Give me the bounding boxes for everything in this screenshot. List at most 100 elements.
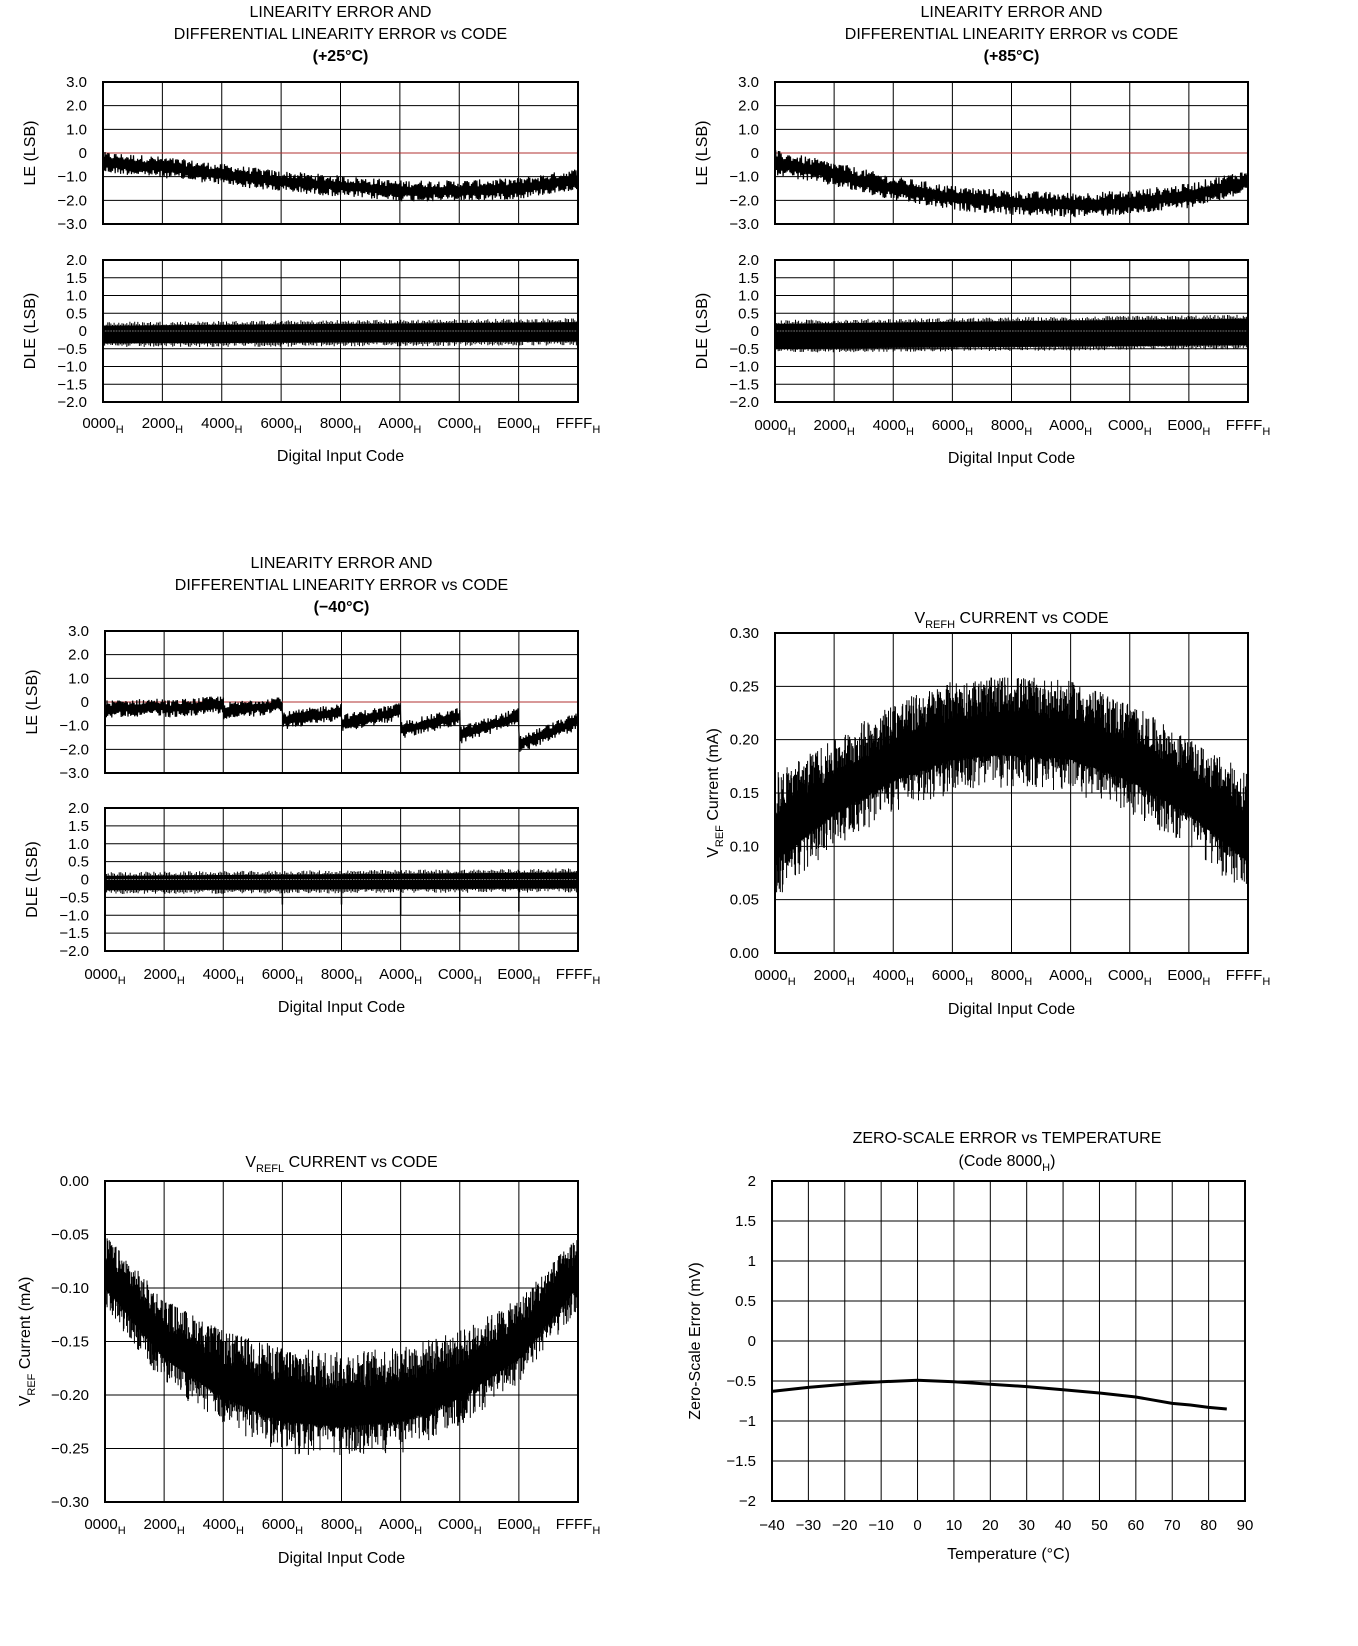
x-axis-label: Digital Input Code [948, 1001, 1075, 1018]
le-dle-xtick-label: 0000H [754, 417, 795, 438]
zse-xtick-label: 40 [1055, 1517, 1072, 1534]
vref-xtick-label: 6000H [262, 1516, 303, 1537]
vref-xtick-label: A000H [379, 1516, 422, 1537]
le-series-trace [774, 150, 1249, 218]
zse-xtick-label: 10 [946, 1517, 963, 1534]
zse-ytick-label: 1 [748, 1253, 756, 1270]
le-ylabel: LE (LSB) [694, 121, 711, 186]
le-ytick-label: 3.0 [738, 74, 759, 91]
zse-ytick-label: 2 [748, 1173, 756, 1190]
dle-series-jitter [774, 314, 1249, 353]
vref-xtick-label: 0000H [754, 967, 795, 988]
le-ylabel: LE (LSB) [22, 121, 39, 186]
dle-ytick-label: 1.0 [66, 288, 87, 305]
zse-xtick-label: 0 [913, 1517, 921, 1534]
dle-ytick-label: −0.5 [57, 341, 87, 358]
le-ytick-label: −3.0 [729, 216, 759, 233]
x-axis-label: Digital Input Code [278, 999, 405, 1016]
zse-ytick-label: −2 [739, 1493, 756, 1510]
le-ytick-label: 0 [751, 145, 759, 162]
vref-xtick-label: A000H [1049, 967, 1092, 988]
vref-xtick-label: FFFFH [556, 1516, 601, 1537]
le-dle-xtick-label: C000H [438, 966, 482, 987]
dle-ytick-label: 1.0 [68, 836, 89, 853]
zse-xtick-label: −10 [868, 1517, 893, 1534]
vref-ytick-label: 0.15 [730, 785, 759, 802]
le-dle-xtick-label: 6000H [262, 966, 303, 987]
le-ytick-label: −1.0 [59, 718, 89, 735]
chart-zero_scale_error: ZERO-SCALE ERROR vs TEMPERATURE (Code 800… [687, 1130, 1253, 1563]
vref-xtick-label: 0000H [84, 1516, 125, 1537]
le-panel-frame [104, 630, 579, 774]
chart-le_dle_85: LINEARITY ERROR AND DIFFERENTIAL LINEARIT… [694, 4, 1270, 467]
dle-ytick-label: 1.0 [738, 288, 759, 305]
dle-ylabel: DLE (LSB) [24, 841, 41, 917]
vref-ytick-label: 0.20 [730, 732, 759, 749]
le-ytick-label: −2.0 [59, 741, 89, 758]
vref-ytick-label: 0.10 [730, 838, 759, 855]
zse-xtick-label: −30 [796, 1517, 821, 1534]
chart-title-condition: (+25°C) [313, 48, 369, 65]
dle-ytick-label: 0.5 [738, 305, 759, 322]
chart-title: ZERO-SCALE ERROR vs TEMPERATURE [853, 1130, 1162, 1147]
dle-panel-frame [104, 807, 579, 952]
le-ytick-label: −1.0 [57, 169, 87, 186]
vref-xtick-label: E000H [1167, 967, 1210, 988]
zse-ytick-label: −0.5 [726, 1373, 756, 1390]
vref-xtick-label: C000H [438, 1516, 482, 1537]
x-axis-label: Digital Input Code [948, 450, 1075, 467]
chart-vrefl_current: VREFL CURRENT vs CODE 0.00 −0.05 −0.10 −0.15… [17, 1154, 600, 1567]
dle-ytick-label: −0.5 [59, 889, 89, 906]
charts-root: LINEARITY ERROR AND DIFFERENTIAL LINEARIT… [17, 4, 1270, 1567]
le-dle-xtick-label: 4000H [873, 417, 914, 438]
x-axis-label: Temperature (°C) [947, 1546, 1070, 1563]
le-ytick-label: 2.0 [66, 98, 87, 115]
chart-title-line-1: LINEARITY ERROR AND [250, 4, 432, 21]
le-series-trace [104, 696, 579, 752]
zse-xtick-label: 20 [982, 1517, 999, 1534]
le-ytick-label: 0 [81, 694, 89, 711]
le-dle-xtick-label: A000H [379, 966, 422, 987]
vref-xtick-label: FFFFH [1226, 967, 1271, 988]
le-dle-xtick-label: 0000H [84, 966, 125, 987]
le-dle-xtick-label: E000H [1167, 417, 1210, 438]
zse-xtick-label: 70 [1164, 1517, 1181, 1534]
vref-xtick-label: 4000H [203, 1516, 244, 1537]
dle-ytick-label: −1.5 [729, 376, 759, 393]
chart-title-line-1: LINEARITY ERROR AND [251, 555, 433, 572]
dle-ylabel: DLE (LSB) [22, 293, 39, 369]
dle-ytick-label: −1.5 [59, 925, 89, 942]
le-dle-xtick-label: 8000H [991, 417, 1032, 438]
zse-xtick-label: 80 [1200, 1517, 1217, 1534]
zse-panel-grid [772, 1181, 1245, 1501]
vref-ytick-label: −0.10 [51, 1280, 89, 1297]
dle-ytick-label: 2.0 [738, 252, 759, 269]
dle-ytick-label: −0.5 [729, 341, 759, 358]
dle-ytick-label: −1.0 [57, 359, 87, 376]
vref-xtick-label: 6000H [932, 967, 973, 988]
vref-ytick-label: 0.00 [60, 1173, 89, 1190]
le-ytick-label: 0 [79, 145, 87, 162]
zse-xtick-label: −20 [832, 1517, 857, 1534]
le-dle-xtick-label: 2000H [143, 966, 184, 987]
le-dle-xtick-label: 0000H [82, 415, 123, 436]
vref-ytick-label: 0.25 [730, 678, 759, 695]
le-dle-xtick-label: A000H [1049, 417, 1092, 438]
le-panel-frame [102, 81, 579, 225]
chart-title-line-2: DIFFERENTIAL LINEARITY ERROR vs CODE [845, 26, 1178, 43]
chart-title-condition: (+85°C) [984, 48, 1040, 65]
vref-ytick-label: −0.30 [51, 1494, 89, 1511]
zse-ytick-label: −1 [739, 1413, 756, 1430]
le-dle-xtick-label: 4000H [203, 966, 244, 987]
le-dle-xtick-label: 2000H [813, 417, 854, 438]
dle-ytick-label: −1.0 [729, 359, 759, 376]
dle-ytick-label: 0 [751, 323, 759, 340]
vref-xtick-label: 8000H [321, 1516, 362, 1537]
vref-ytick-label: −0.15 [51, 1334, 89, 1351]
le-dle-xtick-label: C000H [1108, 417, 1152, 438]
zse-ytick-label: −1.5 [726, 1453, 756, 1470]
le-panel-frame [774, 81, 1249, 225]
le-ytick-label: 2.0 [68, 647, 89, 664]
vref-ytick-label: −0.20 [51, 1387, 89, 1404]
